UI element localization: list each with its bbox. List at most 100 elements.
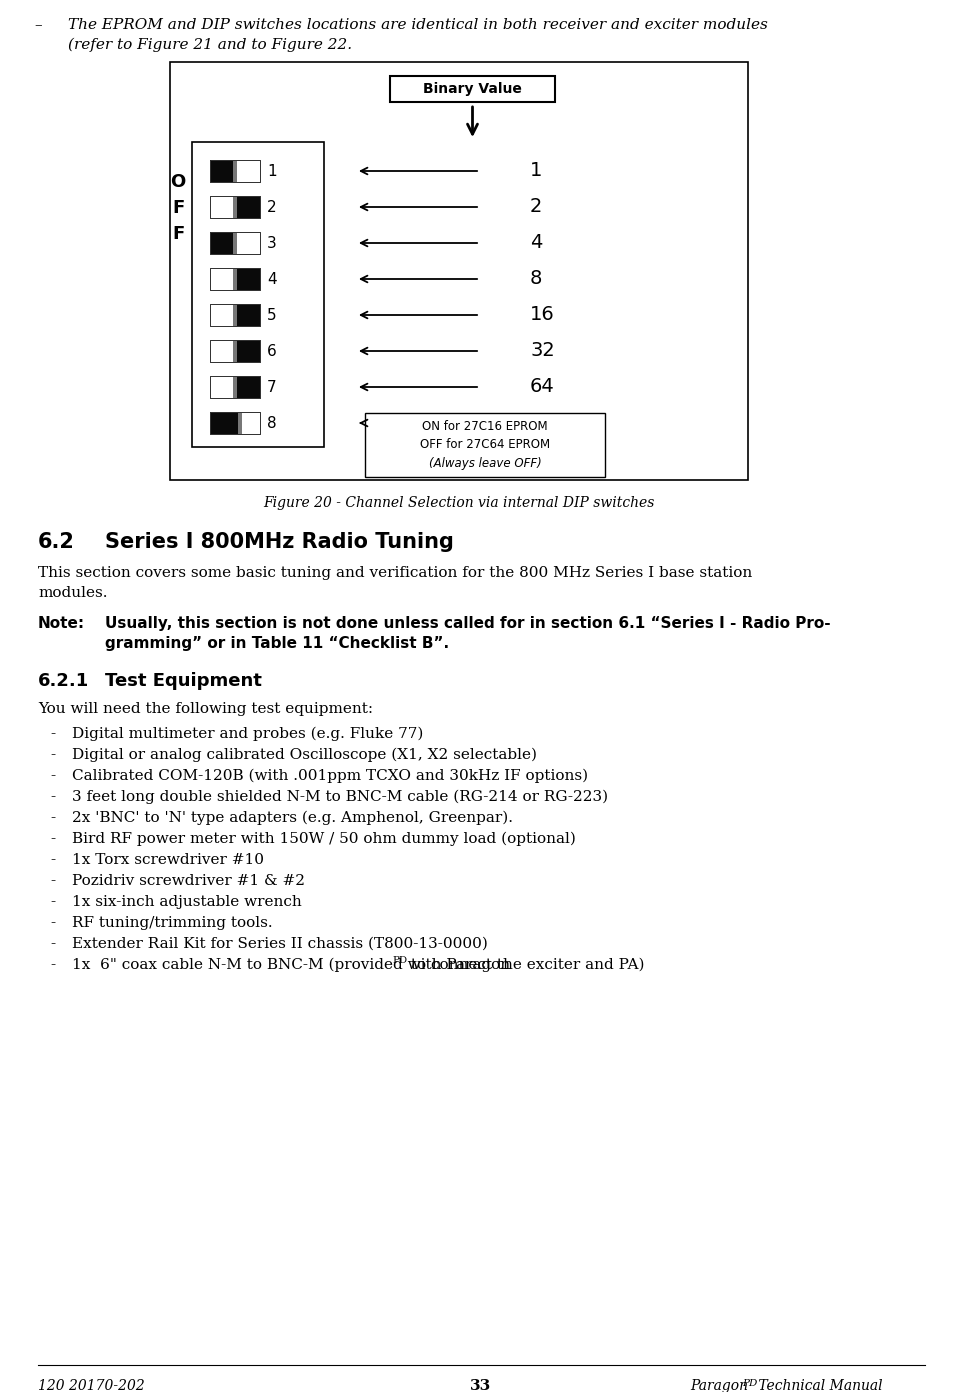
Text: 7: 7 xyxy=(267,380,276,394)
Text: Bird RF power meter with 150W / 50 ohm dummy load (optional): Bird RF power meter with 150W / 50 ohm d… xyxy=(72,832,576,846)
Bar xyxy=(210,232,260,253)
Text: -: - xyxy=(50,895,55,909)
Bar xyxy=(192,142,324,447)
Text: -: - xyxy=(50,958,55,972)
Bar xyxy=(233,160,237,182)
Bar xyxy=(390,77,555,102)
Bar xyxy=(210,160,235,182)
Bar xyxy=(233,269,237,290)
Text: Series I 800MHz Radio Tuning: Series I 800MHz Radio Tuning xyxy=(105,532,454,553)
Text: 64: 64 xyxy=(530,377,555,397)
Text: F: F xyxy=(171,199,184,217)
Text: Pozidriv screwdriver #1 & #2: Pozidriv screwdriver #1 & #2 xyxy=(72,874,305,888)
Bar xyxy=(210,340,260,362)
Text: OFF for 27C64 EPROM: OFF for 27C64 EPROM xyxy=(420,438,550,451)
Text: -: - xyxy=(50,748,55,761)
Text: (refer to Figure 21 and to Figure 22.: (refer to Figure 21 and to Figure 22. xyxy=(68,38,352,53)
Text: 8: 8 xyxy=(530,270,542,288)
Text: -: - xyxy=(50,874,55,888)
Text: 3 feet long double shielded N-M to BNC-M cable (RG-214 or RG-223): 3 feet long double shielded N-M to BNC-M… xyxy=(72,791,608,805)
Bar xyxy=(238,412,242,434)
Bar xyxy=(210,196,260,219)
Text: (Always leave OFF): (Always leave OFF) xyxy=(429,457,541,469)
Text: 3: 3 xyxy=(267,235,276,251)
Bar xyxy=(210,160,260,182)
Text: 120 20170-202: 120 20170-202 xyxy=(38,1379,144,1392)
Bar xyxy=(210,196,260,219)
Bar xyxy=(210,340,260,362)
Text: –: – xyxy=(34,18,41,32)
Bar xyxy=(233,340,237,362)
Bar xyxy=(210,412,260,434)
Text: 5: 5 xyxy=(267,308,276,323)
Text: 4: 4 xyxy=(530,234,542,252)
Text: gramming” or in Table 11 “Checklist B”.: gramming” or in Table 11 “Checklist B”. xyxy=(105,636,449,651)
Text: 1: 1 xyxy=(530,161,542,181)
Bar xyxy=(210,303,260,326)
Text: This section covers some basic tuning and verification for the 800 MHz Series I : This section covers some basic tuning an… xyxy=(38,567,752,580)
Text: 1x Torx screwdriver #10: 1x Torx screwdriver #10 xyxy=(72,853,264,867)
Bar xyxy=(210,269,260,290)
Text: Usually, this section is not done unless called for in section 6.1 “Series I - R: Usually, this section is not done unless… xyxy=(105,617,831,631)
Text: -: - xyxy=(50,916,55,930)
Text: 8: 8 xyxy=(267,415,276,430)
Text: 32: 32 xyxy=(530,341,555,361)
Text: Paragon: Paragon xyxy=(690,1379,748,1392)
Text: F: F xyxy=(171,226,184,244)
Bar xyxy=(235,196,260,219)
Text: 6.2: 6.2 xyxy=(38,532,75,553)
Text: -: - xyxy=(50,832,55,846)
Bar xyxy=(233,232,237,253)
Bar xyxy=(210,232,260,253)
Text: RF tuning/trimming tools.: RF tuning/trimming tools. xyxy=(72,916,273,930)
Text: Digital or analog calibrated Oscilloscope (X1, X2 selectable): Digital or analog calibrated Oscilloscop… xyxy=(72,748,537,763)
Bar xyxy=(170,63,748,480)
Text: O: O xyxy=(170,173,186,191)
Text: 6: 6 xyxy=(267,344,276,359)
Text: 33: 33 xyxy=(470,1379,492,1392)
Bar xyxy=(365,413,605,477)
Text: -: - xyxy=(50,791,55,805)
Bar xyxy=(210,269,260,290)
Text: Extender Rail Kit for Series II chassis (T800-13-0000): Extender Rail Kit for Series II chassis … xyxy=(72,937,488,951)
Text: 1x six-inch adjustable wrench: 1x six-inch adjustable wrench xyxy=(72,895,301,909)
Text: ON for 27C16 EPROM: ON for 27C16 EPROM xyxy=(422,420,548,433)
Text: 16: 16 xyxy=(530,305,555,324)
Bar xyxy=(233,303,237,326)
Bar xyxy=(233,376,237,398)
Bar xyxy=(235,269,260,290)
Bar xyxy=(210,303,260,326)
Bar xyxy=(235,303,260,326)
Text: PD: PD xyxy=(393,956,407,965)
Text: to connect the exciter and PA): to connect the exciter and PA) xyxy=(405,958,644,972)
Text: 2x 'BNC' to 'N' type adapters (e.g. Amphenol, Greenpar).: 2x 'BNC' to 'N' type adapters (e.g. Amph… xyxy=(72,812,513,825)
Text: 4: 4 xyxy=(267,271,276,287)
Text: PD: PD xyxy=(742,1379,757,1388)
Text: -: - xyxy=(50,768,55,782)
Bar xyxy=(210,412,240,434)
Bar xyxy=(210,376,260,398)
Text: -: - xyxy=(50,812,55,825)
Bar xyxy=(210,412,260,434)
Text: 1: 1 xyxy=(267,163,276,178)
Text: 2: 2 xyxy=(267,199,276,214)
Bar xyxy=(235,340,260,362)
Text: Figure 20 - Channel Selection via internal DIP switches: Figure 20 - Channel Selection via intern… xyxy=(263,496,655,509)
Text: modules.: modules. xyxy=(38,586,108,600)
Bar xyxy=(210,232,235,253)
Text: Technical Manual: Technical Manual xyxy=(754,1379,883,1392)
Bar xyxy=(235,376,260,398)
Text: -: - xyxy=(50,727,55,741)
Text: -: - xyxy=(50,853,55,867)
Text: 1x  6" coax cable N-M to BNC-M (provided with Paragon: 1x 6" coax cable N-M to BNC-M (provided … xyxy=(72,958,510,973)
Text: Binary Value: Binary Value xyxy=(423,82,522,96)
Text: Calibrated COM-120B (with .001ppm TCXO and 30kHz IF options): Calibrated COM-120B (with .001ppm TCXO a… xyxy=(72,768,588,784)
Text: Digital multimeter and probes (e.g. Fluke 77): Digital multimeter and probes (e.g. Fluk… xyxy=(72,727,424,742)
Text: Test Equipment: Test Equipment xyxy=(105,672,262,690)
Text: 6.2.1: 6.2.1 xyxy=(38,672,90,690)
Text: 2: 2 xyxy=(530,198,542,217)
Text: The EPROM and DIP switches locations are identical in both receiver and exciter : The EPROM and DIP switches locations are… xyxy=(68,18,768,32)
Bar xyxy=(210,376,260,398)
Bar xyxy=(233,196,237,219)
Text: You will need the following test equipment:: You will need the following test equipme… xyxy=(38,702,373,715)
